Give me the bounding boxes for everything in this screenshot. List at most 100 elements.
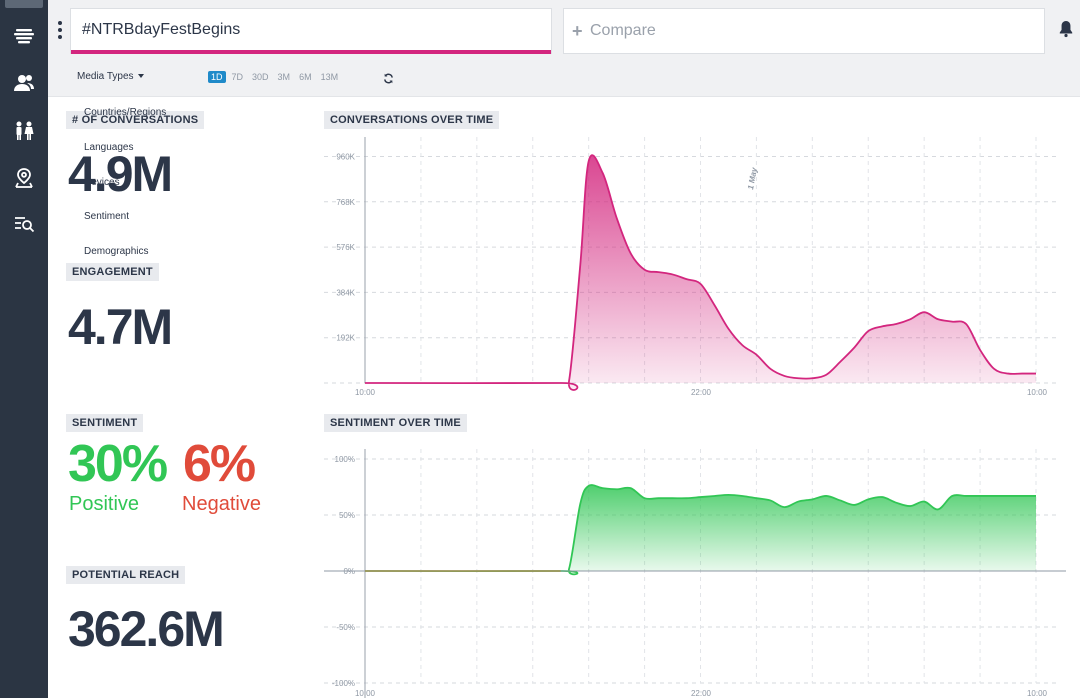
data-point — [993, 368, 995, 370]
search-underline — [71, 50, 551, 54]
x-tick-label: 10:00 — [1027, 689, 1048, 698]
kebab-menu-icon[interactable] — [55, 20, 65, 42]
data-point — [909, 505, 911, 507]
data-point — [560, 570, 562, 572]
period-30d[interactable]: 30D — [252, 72, 269, 82]
data-point — [1007, 495, 1009, 497]
plus-icon: + — [572, 21, 583, 41]
data-point — [853, 504, 855, 506]
series-line — [364, 154, 1036, 391]
reach-value: 362.6M — [68, 601, 225, 657]
data-point — [686, 278, 688, 280]
sentiment-chart: -100%-50%0%50%100%10:00 22:00 10:00 — [324, 449, 1066, 698]
data-point — [812, 499, 814, 501]
date-annotation: 1 May — [746, 166, 759, 190]
period-1d[interactable]: 1D — [208, 71, 226, 83]
data-point — [881, 496, 883, 498]
x-tick-label: 22:00 — [691, 388, 712, 397]
filter-demographics[interactable]: Demographics — [84, 246, 149, 257]
series-area — [365, 485, 1036, 575]
filter-countries[interactable]: Countries/Regions — [84, 107, 167, 118]
data-point — [839, 361, 841, 363]
media-types-label: Media Types — [77, 71, 134, 82]
layers-icon[interactable] — [10, 22, 38, 50]
data-point — [784, 506, 786, 508]
conversations-chart-title: CONVERSATIONS OVER TIME — [324, 111, 500, 129]
data-point — [714, 304, 716, 306]
y-tick-label: -50% — [336, 623, 355, 632]
data-point — [579, 503, 581, 505]
data-point — [923, 311, 925, 313]
users-icon[interactable] — [10, 69, 38, 97]
data-point — [579, 264, 581, 266]
data-point — [630, 487, 632, 489]
data-point — [770, 500, 772, 502]
data-point — [1021, 373, 1023, 375]
data-point — [784, 375, 786, 377]
data-point — [672, 497, 674, 499]
search-field[interactable] — [70, 8, 552, 54]
data-point — [658, 497, 660, 499]
data-point — [826, 374, 828, 376]
media-types-dropdown[interactable]: Media Types — [77, 71, 144, 82]
map-pin-icon[interactable] — [10, 164, 38, 192]
data-point — [644, 497, 646, 499]
data-point — [364, 382, 366, 384]
y-tick-label: 960K — [336, 152, 355, 161]
data-point — [742, 495, 744, 497]
data-point — [895, 502, 897, 504]
data-point — [909, 318, 911, 320]
period-selector: 1D 7D 30D 3M 6M 13M — [208, 71, 341, 83]
compare-field[interactable]: + — [563, 8, 1045, 54]
data-point — [812, 377, 814, 379]
data-point — [602, 487, 604, 489]
data-point — [602, 172, 604, 174]
x-tick-label: 22:00 — [691, 689, 712, 698]
people-icon[interactable] — [10, 117, 38, 145]
period-7d[interactable]: 7D — [231, 72, 244, 82]
period-13m[interactable]: 13M — [320, 72, 339, 82]
engagement-label: ENGAGEMENT — [66, 263, 159, 281]
data-point — [630, 252, 632, 254]
search-list-icon[interactable] — [10, 210, 38, 238]
period-6m[interactable]: 6M — [299, 72, 312, 82]
data-point — [895, 323, 897, 325]
data-point — [993, 495, 995, 497]
data-point — [965, 323, 967, 325]
data-point — [728, 494, 730, 496]
compare-input[interactable] — [590, 22, 1010, 40]
data-point — [714, 495, 716, 497]
data-point — [616, 217, 618, 219]
data-point — [867, 330, 869, 332]
data-point — [1021, 495, 1023, 497]
bell-icon[interactable] — [1058, 20, 1076, 40]
x-tick-label: 10:00 — [355, 689, 376, 698]
data-point — [560, 382, 562, 384]
data-point — [937, 509, 939, 511]
sentiment-label: SENTIMENT — [66, 414, 144, 432]
data-point — [979, 495, 981, 497]
filter-sentiment[interactable]: Sentiment — [84, 211, 130, 222]
data-point — [742, 344, 744, 346]
y-tick-label: 50% — [339, 511, 355, 520]
data-point — [951, 495, 953, 497]
search-input[interactable] — [82, 21, 522, 39]
refresh-icon[interactable] — [383, 71, 395, 84]
data-point — [616, 488, 618, 490]
y-tick-label: 384K — [336, 288, 355, 297]
data-point — [568, 380, 570, 382]
data-point — [951, 321, 953, 323]
period-3m[interactable]: 3M — [277, 72, 291, 82]
data-point — [867, 499, 869, 501]
filter-devices[interactable]: Devices — [84, 177, 120, 188]
data-point — [568, 568, 570, 570]
data-point — [853, 347, 855, 349]
x-tick-label: 10:00 — [1027, 388, 1048, 397]
data-point — [1007, 373, 1009, 375]
data-point — [770, 368, 772, 370]
filter-languages[interactable]: Languages — [84, 142, 134, 153]
data-point — [672, 274, 674, 276]
positive-value: 30% — [68, 435, 168, 493]
data-point — [839, 500, 841, 502]
data-point — [588, 485, 590, 487]
